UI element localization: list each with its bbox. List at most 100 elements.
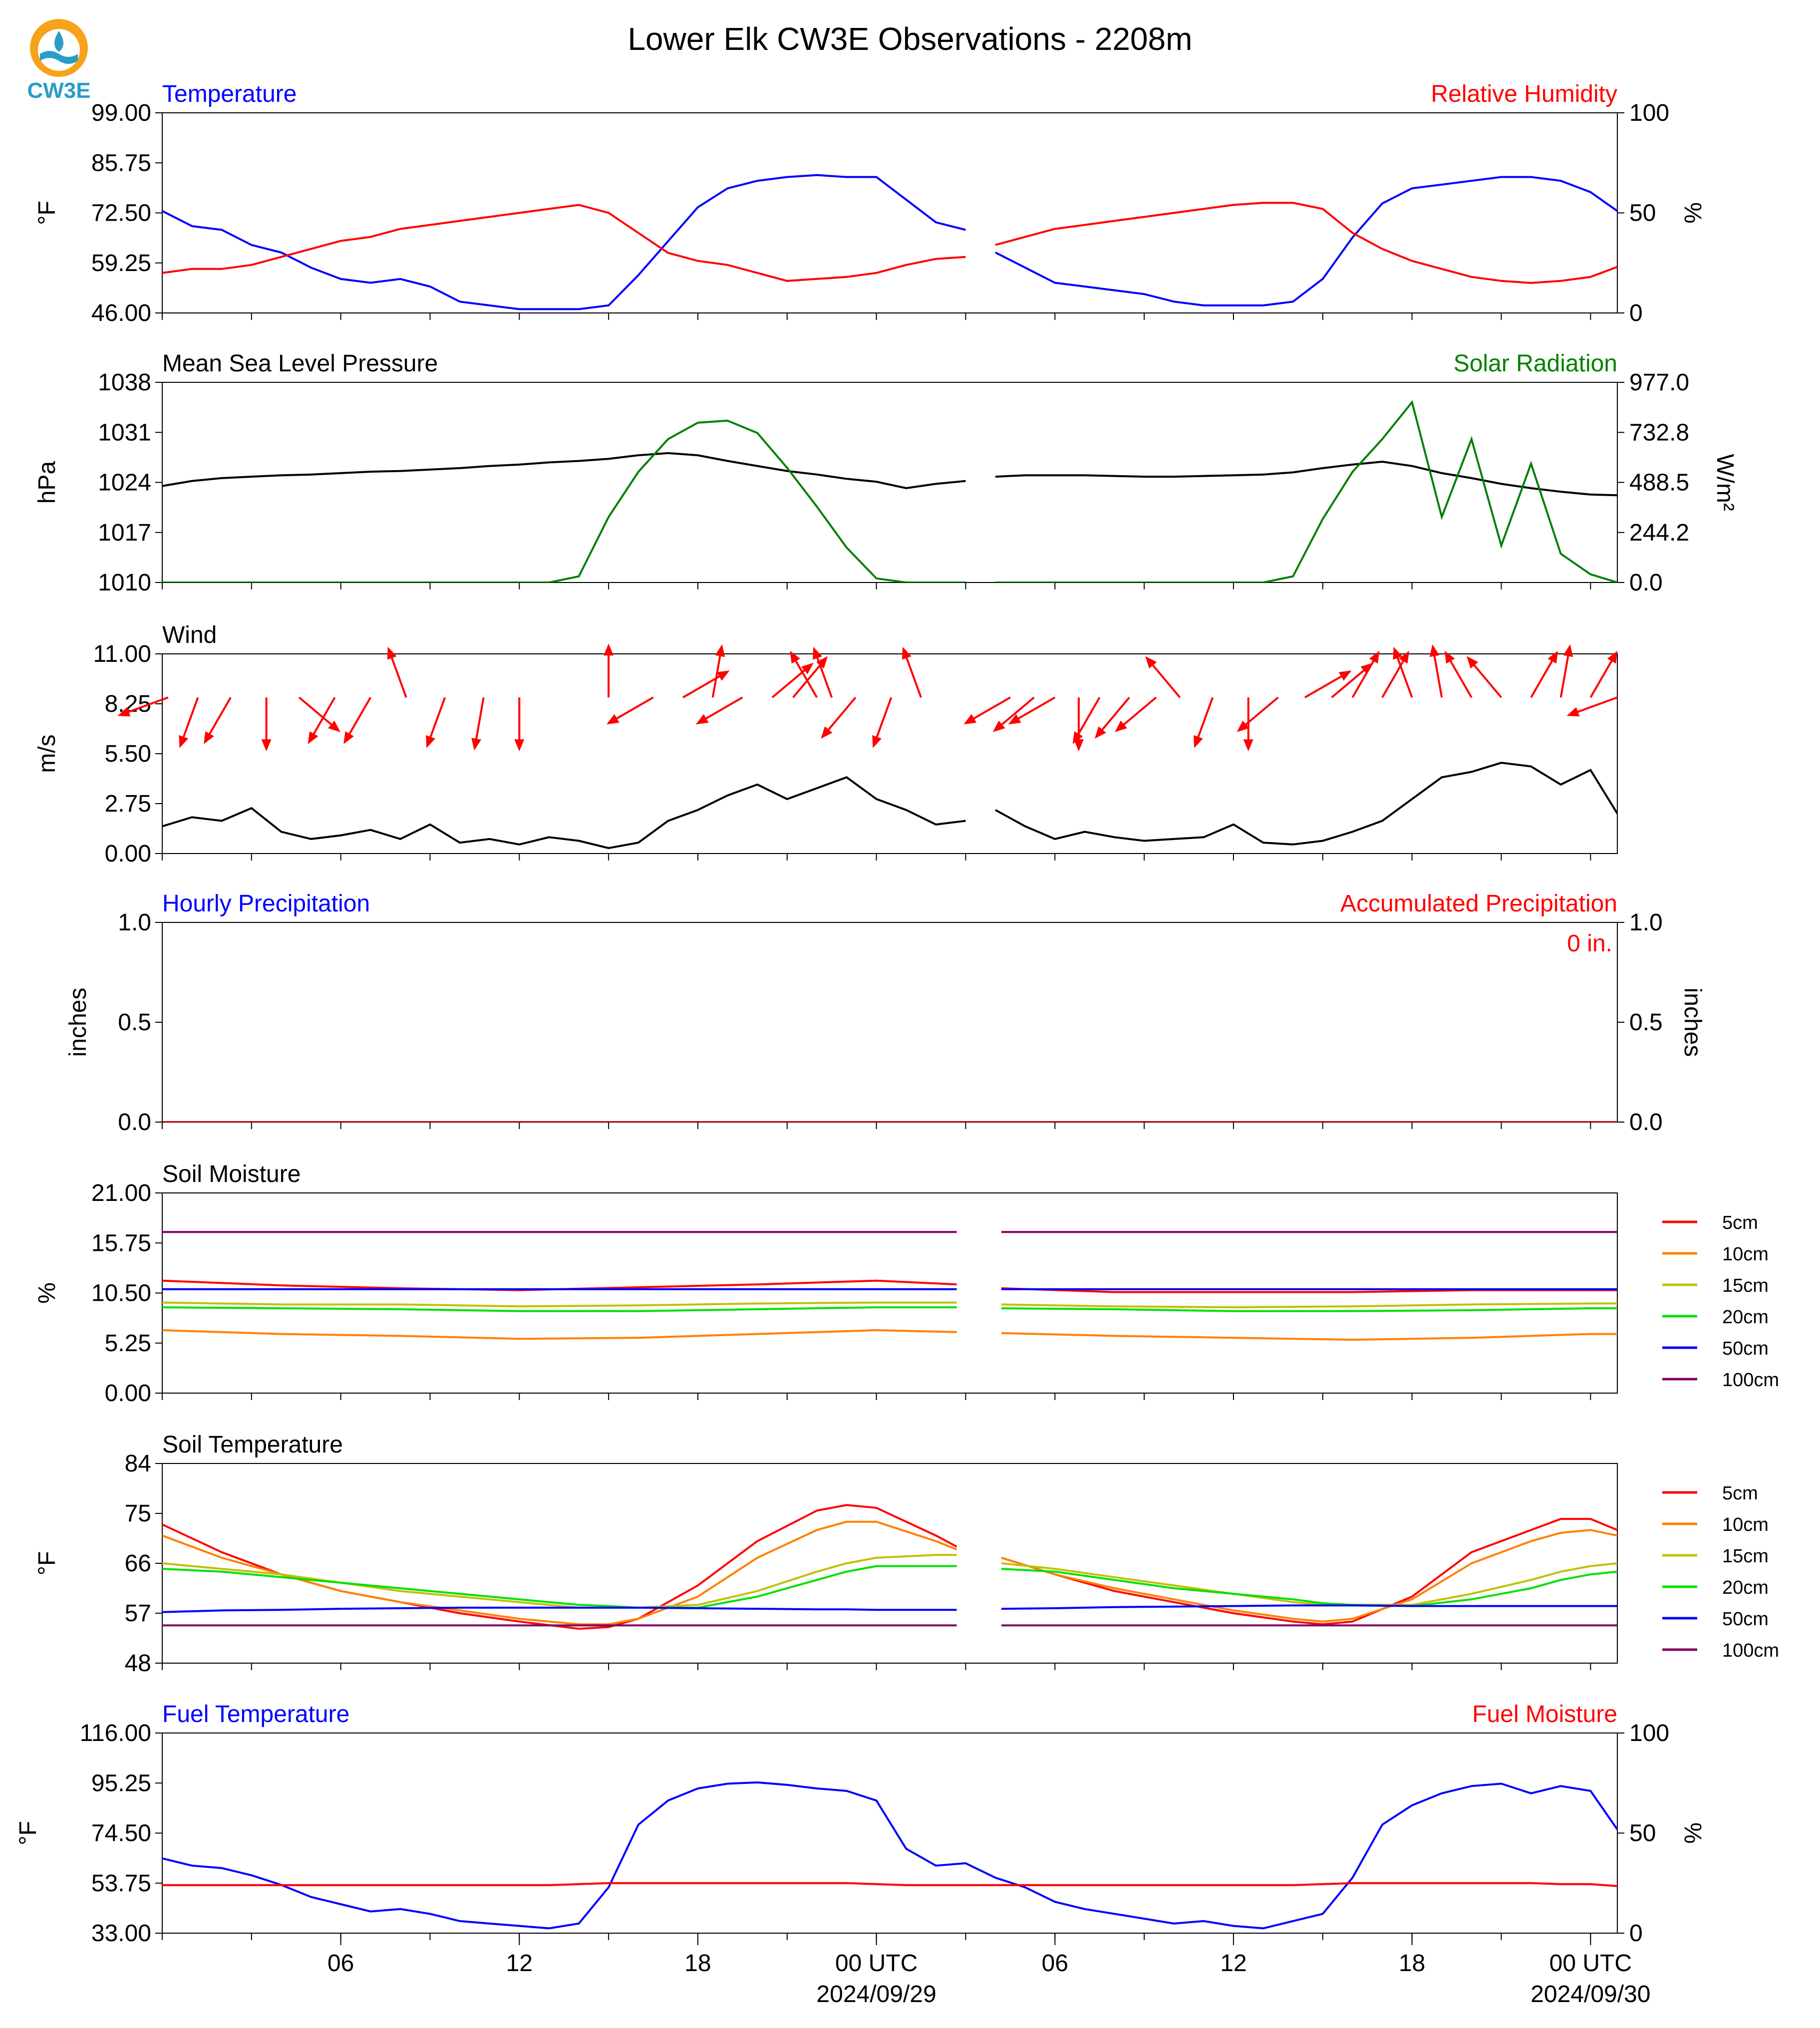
wind-arrow-shaft (206, 697, 232, 740)
y-tick-label-right: 50 (1629, 1820, 1656, 1847)
y-tick-label-left: 46.00 (91, 300, 151, 326)
wind-arrow-head (307, 731, 318, 744)
y-tick-label-right: 732.8 (1629, 419, 1689, 446)
y-tick-label-left: 1.0 (118, 909, 151, 936)
y-tick-label-left: 116.00 (80, 1720, 151, 1746)
wind-arrow (1566, 696, 1618, 717)
wind-arrow-head (1399, 650, 1410, 664)
y-axis-label-left: °F (34, 201, 60, 225)
x-tick-label: 06 (327, 1950, 354, 1977)
y-tick-label-right: 0.0 (1629, 570, 1663, 596)
wind-arrow-head (426, 735, 435, 748)
y-axis-label-right: % (1679, 202, 1706, 224)
y-tick-label-left: 0.0 (118, 1109, 151, 1136)
wind-arrow (1589, 650, 1618, 698)
wind-arrow (471, 697, 485, 751)
wind-arrow (872, 697, 893, 748)
y-tick-label-left: 1010 (98, 570, 151, 596)
wind-arrow-shaft (611, 696, 654, 723)
panel-frame (162, 1733, 1618, 1934)
x-tick-label: 00 UTC (1549, 1950, 1632, 1977)
wind-arrow (1393, 646, 1413, 698)
wind-arrow (1072, 697, 1101, 744)
legend-label: 50cm (1722, 1338, 1769, 1359)
wind-arrow-head (1369, 650, 1380, 664)
legend-soil_temperature: 5cm 10cm 15cm 20cm 50cm 100cm (1662, 1483, 1779, 1661)
x-tick-label: 06 (1042, 1950, 1068, 1977)
series-line-10cm (162, 1329, 1617, 1341)
y-tick-label-left: 85.75 (91, 150, 151, 176)
y-tick-label-left: 74.50 (91, 1820, 151, 1847)
y-tick-label-left: 2.75 (105, 791, 151, 817)
panel-fuel: Fuel Temperature Fuel Moisture 33.00 53.75 7… (15, 1701, 1706, 1947)
wind-arrow-head (387, 646, 397, 660)
panel-title-right: Relative Humidity (1431, 81, 1617, 107)
y-tick-label-right: 0.0 (1629, 1109, 1663, 1136)
panel-pressure_solar: Mean Sea Level Pressure Solar Radiation 10… (34, 350, 1738, 596)
wind-arrow-head (821, 726, 833, 739)
time-axis: 06 12 18 00 UTC 06 12 18 00 UTC 2024/09/29 2024/0… (327, 1933, 1650, 2008)
wind-arrow (821, 696, 857, 739)
wind-arrow-shaft (389, 652, 407, 698)
wind-arrow-shaft (1394, 652, 1413, 698)
wind-arrow (298, 696, 340, 732)
panel-title-right: Fuel Moisture (1472, 1701, 1617, 1728)
y-tick-label-left: 33.00 (91, 1920, 151, 1947)
y-tick-label-left: 11.00 (93, 641, 151, 667)
y-tick-label-right: 0 (1629, 300, 1643, 326)
wind-arrow-shaft (1075, 697, 1101, 740)
wind-arrow-shaft (771, 666, 810, 698)
wind-arrow-shaft (1559, 650, 1570, 698)
series-line-10cm (162, 1520, 1617, 1626)
y-tick-label-left: 1017 (98, 520, 151, 546)
wind-arrow-head (328, 720, 340, 732)
wind-arrow (179, 697, 199, 748)
wind-arrow-shaft (1240, 696, 1279, 729)
wind-arrow-head (1563, 644, 1573, 657)
panel-precipitation: Hourly Precipitation Accumulated Precipit… (65, 890, 1706, 1136)
legend-label: 10cm (1722, 1514, 1769, 1535)
wind-arrow-shaft (1381, 655, 1407, 698)
y-tick-label-left: 5.25 (105, 1330, 151, 1357)
panel-frame (162, 1192, 1618, 1394)
wind-arrow-shaft (1447, 655, 1473, 698)
y-tick-label-left: 1024 (98, 470, 151, 496)
series-line-fuel-moisture (162, 1882, 1617, 1887)
cw3e-logo: CW3E (27, 19, 91, 103)
wind-arrow-shaft (996, 696, 1035, 729)
wind-arrow-shaft (1530, 655, 1556, 698)
wind-arrow-shaft (824, 696, 857, 735)
panel-soil_temperature: Soil Temperature 48 57 66 75 84 °F (34, 1432, 1618, 1677)
series-line-20cm (162, 1565, 1617, 1609)
wind-arrow-shaft (123, 696, 169, 715)
series-line-temperature (162, 174, 1617, 310)
y-axis-label-left: m/s (34, 734, 60, 773)
legend-label: 100cm (1722, 1640, 1779, 1661)
wind-arrow-head (801, 662, 814, 674)
legend-label: 5cm (1722, 1212, 1758, 1233)
panel-title-left: Wind (162, 622, 217, 648)
legend-label: 10cm (1722, 1244, 1769, 1265)
series-line-fuel-temperature (162, 1781, 1617, 1930)
series-line-mean-sea-level-pressure (162, 452, 1617, 497)
panel-title-right: Accumulated Precipitation (1340, 890, 1617, 917)
wind-arrow-shaft (298, 696, 337, 729)
y-tick-label-right: 50 (1629, 200, 1656, 227)
wind-arrow-head (1467, 656, 1479, 669)
wind-arrow-shaft (874, 697, 893, 743)
wind-arrow-shaft (180, 697, 199, 743)
wind-arrow-head (1607, 650, 1618, 664)
wind-arrow (1115, 696, 1157, 732)
wind-arrow-shaft (1098, 696, 1130, 735)
wind-arrow (711, 644, 725, 698)
wind-arrow-head (261, 739, 272, 752)
wind-arrow-head (204, 731, 214, 744)
panel-frame (162, 1463, 1618, 1664)
wind-arrow (343, 697, 372, 744)
wind-arrow (387, 646, 407, 698)
wind-arrow-shaft (474, 697, 485, 745)
wind-arrow-shaft (1304, 672, 1347, 699)
wind-arrow-head (1194, 735, 1203, 748)
panel-title-left: Soil Moisture (162, 1161, 301, 1187)
